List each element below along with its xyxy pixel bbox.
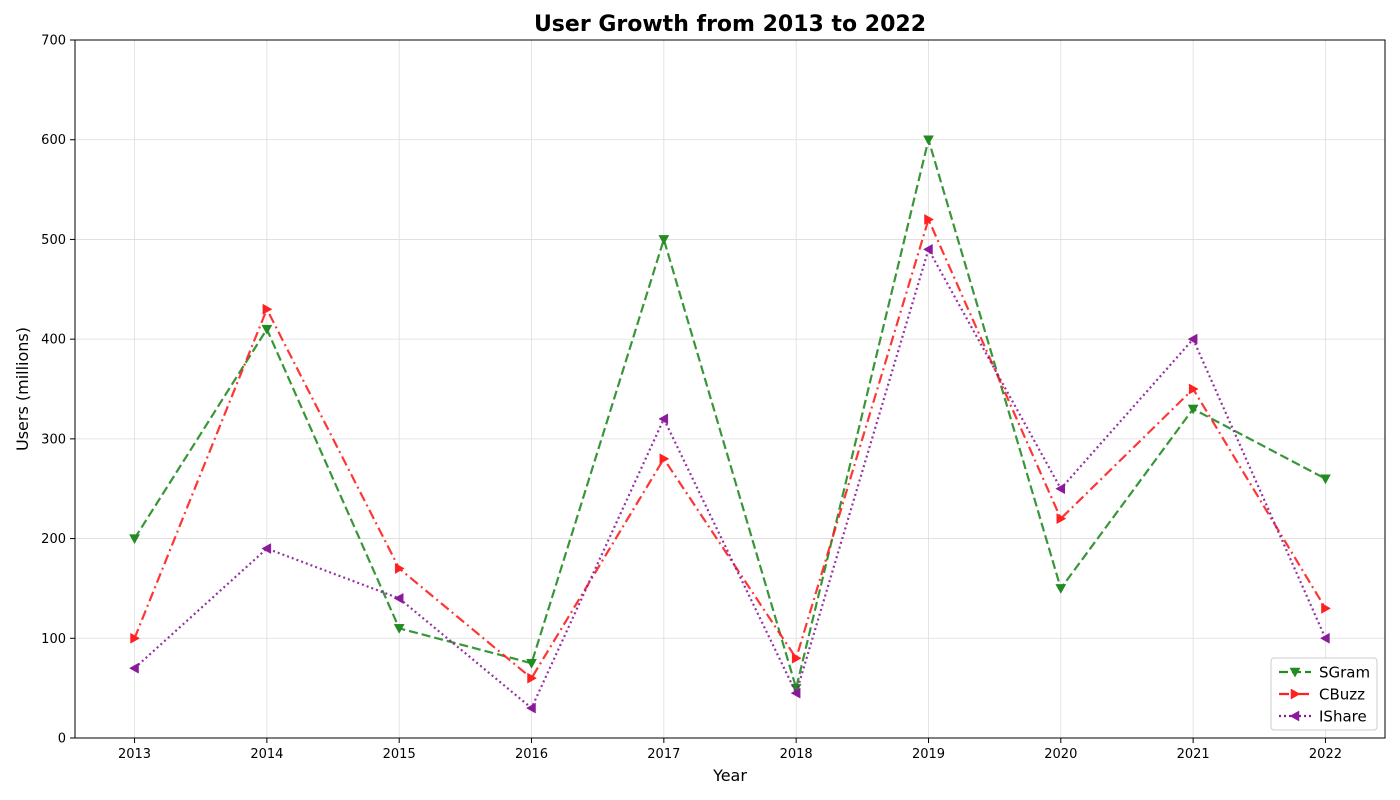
data-point-ishare xyxy=(526,702,536,714)
chart-title: User Growth from 2013 to 2022 xyxy=(534,12,926,37)
data-point-ishare xyxy=(1187,333,1198,345)
x-tick-label: 2020 xyxy=(1044,747,1077,762)
data-point-sgram xyxy=(129,534,140,545)
data-point-sgram xyxy=(261,324,273,335)
data-point-ishare xyxy=(393,592,404,604)
x-tick-label: 2014 xyxy=(250,747,283,762)
data-point-ishare xyxy=(129,662,139,674)
legend-marker-ishare xyxy=(1289,710,1300,722)
data-point-sgram xyxy=(923,135,934,146)
y-tick-label: 700 xyxy=(41,34,66,49)
x-tick-label: 2022 xyxy=(1309,747,1342,762)
axis-ticks: 2013 2014 2015 2016 2017 2018 2019 2020 2021 2022… xyxy=(41,34,1342,763)
data-point-ishare xyxy=(922,243,933,255)
data-point-sgram xyxy=(1055,584,1067,594)
data-point-cbuzz xyxy=(394,563,405,574)
x-tick-label: 2019 xyxy=(912,747,945,762)
x-tick-label: 2021 xyxy=(1177,747,1210,762)
series-sgram xyxy=(129,135,1331,694)
data-point-sgram xyxy=(1187,404,1199,415)
grid xyxy=(75,39,1385,739)
data-point-cbuzz xyxy=(924,214,934,225)
legend: SGram CBuzz IShare xyxy=(1270,657,1378,731)
y-tick-label: 0 xyxy=(58,732,66,747)
data-point-cbuzz xyxy=(1321,602,1331,614)
data-point-sgram xyxy=(658,235,670,245)
series-ishare xyxy=(129,243,1330,714)
x-tick-label: 2016 xyxy=(515,747,548,762)
data-point-sgram xyxy=(526,658,537,669)
data-point-sgram xyxy=(1320,474,1331,485)
data-point-cbuzz xyxy=(130,632,141,644)
x-tick-label: 2015 xyxy=(383,747,416,762)
plot-frame xyxy=(74,39,1386,739)
legend-label-cbuzz: CBuzz xyxy=(1319,686,1365,704)
series-line-ishare xyxy=(133,248,1327,710)
series-cbuzz xyxy=(130,214,1331,684)
y-axis-label: Users (millions) xyxy=(13,327,32,451)
y-tick-label: 400 xyxy=(41,333,66,348)
data-point-cbuzz xyxy=(527,672,538,684)
y-tick-label: 100 xyxy=(41,632,66,647)
data-point-cbuzz xyxy=(791,652,802,664)
legend-marker-cbuzz xyxy=(1290,688,1301,700)
series-line-sgram xyxy=(133,138,1326,690)
x-axis-label: Year xyxy=(712,766,747,785)
data-point-ishare xyxy=(1055,483,1066,495)
data-point-sgram xyxy=(393,624,405,634)
data-point-cbuzz xyxy=(1188,383,1199,395)
y-tick-label: 200 xyxy=(41,532,66,547)
data-point-ishare xyxy=(261,543,272,554)
series-line-cbuzz xyxy=(133,218,1327,680)
data-point-ishare xyxy=(1319,632,1330,644)
y-tick-label: 500 xyxy=(41,233,66,248)
legend-marker-sgram xyxy=(1289,667,1301,678)
data-point-ishare xyxy=(658,413,669,425)
x-tick-label: 2013 xyxy=(118,747,151,762)
data-point-ishare xyxy=(790,687,801,699)
x-tick-label: 2018 xyxy=(780,747,813,762)
x-tick-label: 2017 xyxy=(647,747,680,762)
series-group xyxy=(129,135,1331,714)
data-point-cbuzz xyxy=(1056,513,1067,525)
y-tick-label: 300 xyxy=(41,432,66,447)
data-point-cbuzz xyxy=(262,303,273,315)
legend-label-sgram: SGram xyxy=(1319,664,1370,682)
data-point-cbuzz xyxy=(659,453,670,465)
legend-label-ishare: IShare xyxy=(1319,708,1367,726)
y-tick-label: 600 xyxy=(41,133,66,148)
